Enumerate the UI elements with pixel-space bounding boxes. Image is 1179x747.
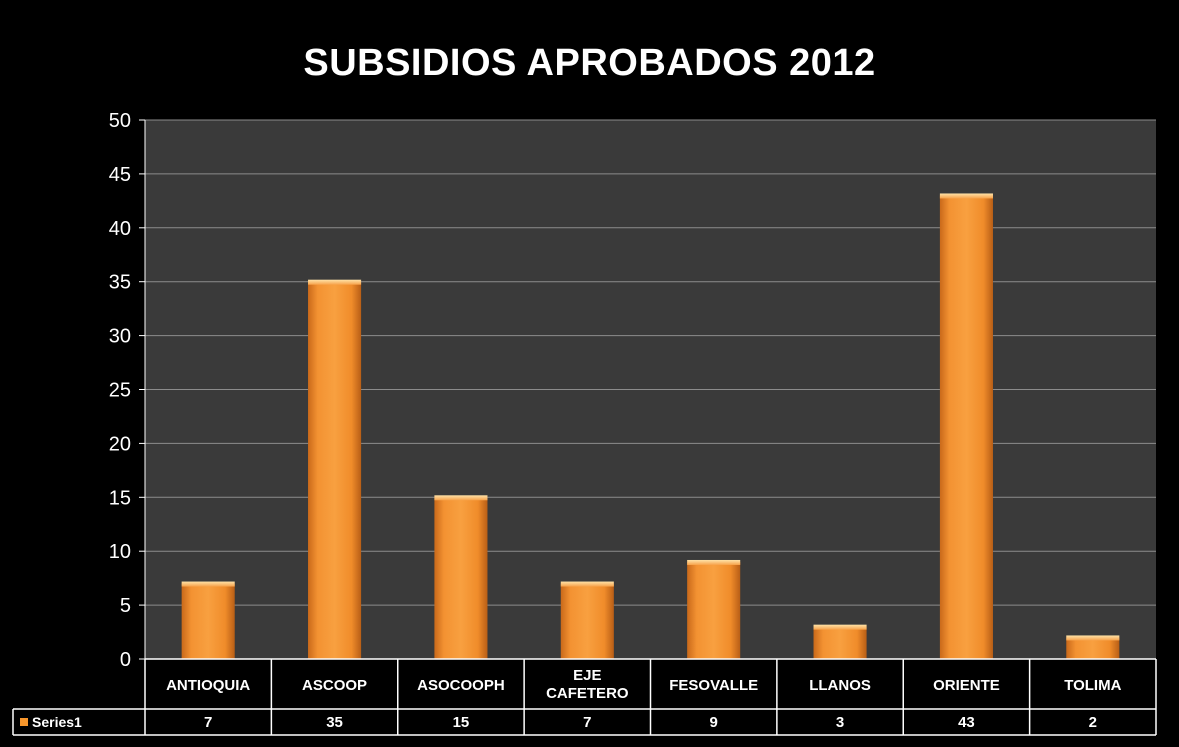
bar-fesovalle [687, 561, 741, 659]
bar-top [813, 624, 867, 630]
chart-frame: SUBSIDIOS APROBADOS 2012 0 5 10 15 20 25 30 35 4… [10, 8, 1169, 739]
y-tick-label: 50 [109, 110, 131, 132]
x-category-label: ASOCOOPH [417, 677, 505, 694]
bar-top [1066, 635, 1120, 641]
bar-chart: 0 5 10 15 20 25 30 35 40 45 50 ANTIOQUIA ASCOOP ASOCO… [12, 110, 1157, 736]
x-category-label: EJE CAFETERO [546, 667, 629, 702]
x-category-label: ANTIOQUIA [166, 677, 250, 694]
legend-series-name: Series1 [32, 714, 82, 730]
bar-top [181, 581, 235, 587]
x-category-label: LLANOS [809, 677, 871, 694]
data-table-value: 43 [958, 714, 975, 731]
bar-top [434, 495, 488, 501]
bar-tolima [1066, 637, 1120, 659]
bar-eje-cafetero [560, 583, 614, 659]
data-table-value: 35 [326, 714, 343, 731]
y-tick-label: 10 [109, 541, 131, 563]
data-table-value: 2 [1089, 714, 1097, 731]
y-tick-label: 40 [109, 218, 131, 240]
bar-llanos [813, 626, 867, 659]
y-tick-label: 15 [109, 487, 131, 509]
bar-top [939, 193, 993, 199]
data-table-value: 3 [836, 714, 844, 731]
data-table-value: 15 [453, 714, 470, 731]
data-table-value: 9 [710, 714, 718, 731]
chart-title: SUBSIDIOS APROBADOS 2012 [303, 42, 876, 84]
y-tick-label: 5 [120, 595, 131, 617]
x-category-label: TOLIMA [1064, 677, 1121, 694]
bar-oriente [939, 195, 993, 659]
bar-top [560, 581, 614, 587]
legend-swatch [20, 718, 28, 726]
y-tick-label: 45 [109, 164, 131, 186]
y-tick-label: 20 [109, 433, 131, 455]
data-table-value: 7 [204, 714, 212, 731]
x-category-label: FESOVALLE [669, 677, 758, 694]
y-tick-label: 0 [120, 649, 131, 671]
bar-ascoop [308, 281, 362, 659]
x-category-label: ORIENTE [933, 677, 1000, 694]
bar-asocooph [434, 497, 488, 659]
y-tick-label: 35 [109, 272, 131, 294]
data-table-value: 7 [583, 714, 591, 731]
bar-top [308, 279, 362, 285]
y-tick-label: 25 [109, 380, 131, 402]
x-category-label: ASCOOP [302, 677, 367, 694]
y-tick-label: 30 [109, 326, 131, 348]
bar-top [687, 559, 741, 565]
bar-antioquia [181, 583, 235, 659]
